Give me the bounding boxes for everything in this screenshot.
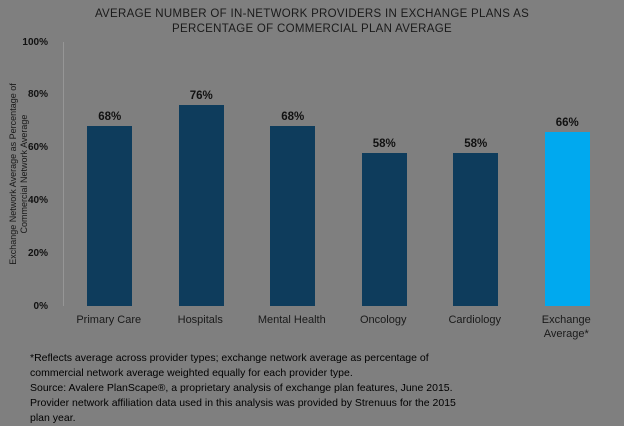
y-tick-label: 40% (27, 194, 48, 206)
bar-oncology: 58% (361, 138, 407, 306)
footnote-line-4: Provider network affiliation data used i… (30, 397, 456, 409)
footnotes: *Reflects average across provider types;… (30, 351, 590, 426)
bar-value-label: 58% (464, 138, 488, 150)
footnote-line-1: *Reflects average across provider types;… (30, 352, 429, 364)
bar-value-label: 76% (189, 90, 213, 102)
y-tick-label: 20% (27, 247, 48, 259)
y-tick-label: 60% (27, 142, 48, 154)
x-label-mental-health: Mental Health (257, 314, 326, 326)
bar-mental-health: 68% (270, 111, 316, 306)
bar-value-label: 66% (555, 117, 579, 129)
footnote-line-2: commercial network average weighted equa… (30, 367, 353, 379)
y-tick-label: 0% (33, 300, 48, 312)
footnote-line-5: plan year. (30, 412, 76, 424)
x-label-hospitals: Hospitals (177, 314, 223, 326)
plot-area: 68% 76% 68% 58% 58% 66% (63, 42, 613, 306)
chart-title: AVERAGE NUMBER OF IN-NETWORK PROVIDERS I… (0, 7, 624, 37)
x-label-oncology: Oncology (360, 314, 407, 326)
x-label-exchange-average: Exchange Average* (541, 314, 591, 340)
bar-primary-care: 68% (87, 111, 133, 306)
bar-value-label: 58% (372, 138, 396, 150)
chart-title-line-2: PERCENTAGE OF COMMERCIAL PLAN AVERAGE (172, 23, 452, 35)
footnote-line-3: Source: Avalere PlanScape®, a proprietar… (30, 382, 453, 394)
bar-hospitals: 76% (178, 90, 224, 306)
chart-title-line-1: AVERAGE NUMBER OF IN-NETWORK PROVIDERS I… (94, 8, 530, 20)
bar-value-label: 68% (281, 111, 305, 123)
bar-exchange-average: 66% (544, 117, 590, 306)
bar-cardiology: 58% (453, 138, 499, 306)
y-tick-label: 100% (22, 36, 48, 48)
x-label-primary-care: Primary Care (76, 314, 142, 326)
bar-value-label: 68% (98, 111, 122, 123)
y-axis-ticks: 100% 80% 60% 40% 20% 0% (0, 0, 56, 330)
x-label-cardiology: Cardiology (448, 314, 502, 326)
y-tick-label: 80% (27, 89, 48, 101)
